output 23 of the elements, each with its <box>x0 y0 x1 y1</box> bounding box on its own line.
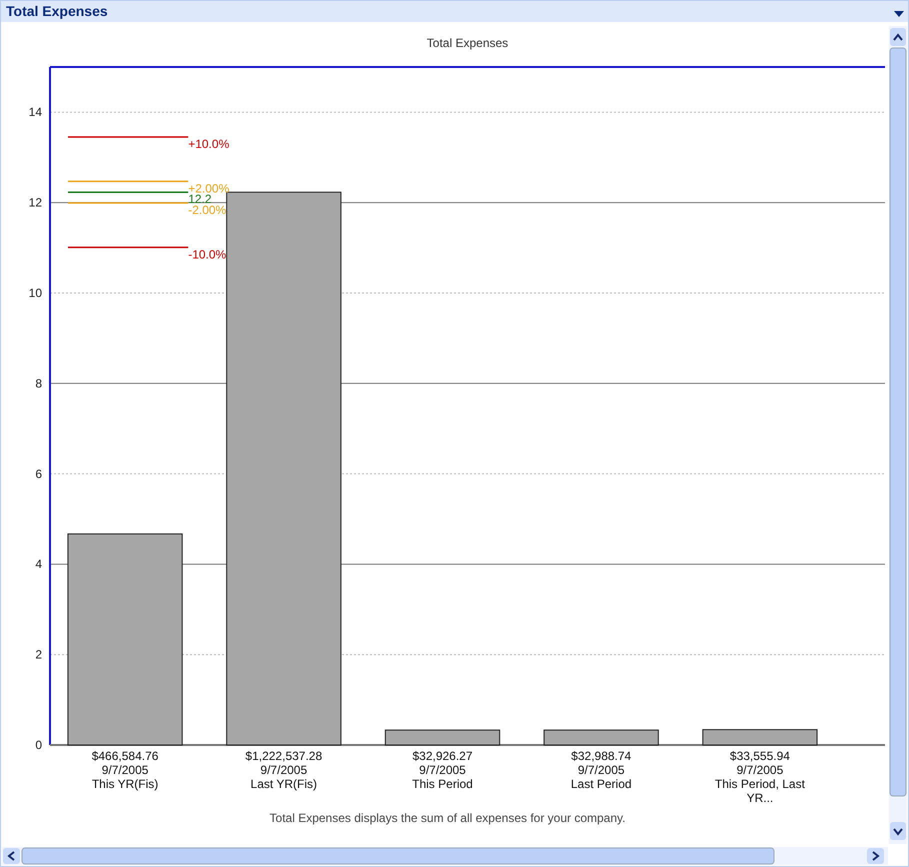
x-tick-label: $33,555.94 9/7/2005 This Period, Last YR... <box>714 749 806 805</box>
y-tick-label: 14 <box>28 105 42 120</box>
bar <box>384 730 500 746</box>
x-tick-label: $466,584.76 9/7/2005 This YR(Fis) <box>92 749 159 791</box>
bar <box>67 533 183 746</box>
x-tick-label: $32,988.74 9/7/2005 Last Period <box>570 749 632 791</box>
text: Total Expenses displays the sum of all expenses for your company. <box>270 811 626 825</box>
y-tick-label: 4 <box>35 557 42 572</box>
bar <box>702 729 818 746</box>
annotation: -10.0% <box>188 247 227 262</box>
chart-subtitle: Total Expenses <box>426 36 508 50</box>
y-tick-label: 6 <box>35 466 42 481</box>
bar <box>544 730 659 746</box>
y-tick-label: 2 <box>35 648 42 662</box>
x-tick-label: $1,222,537.28 9/7/2005 Last YR(Fis) <box>245 749 322 791</box>
x-tick-label: $32,926.27 9/7/2005 This Period <box>412 749 473 791</box>
bar <box>226 192 342 746</box>
chart-title: Total Expenses <box>6 3 108 19</box>
y-tick-label: 0 <box>35 738 42 752</box>
y-tick-label: 8 <box>35 376 42 390</box>
y-tick-label: 12 <box>28 196 42 210</box>
annotation: +10.0% <box>188 137 230 152</box>
y-tick-label: 10 <box>28 286 42 300</box>
